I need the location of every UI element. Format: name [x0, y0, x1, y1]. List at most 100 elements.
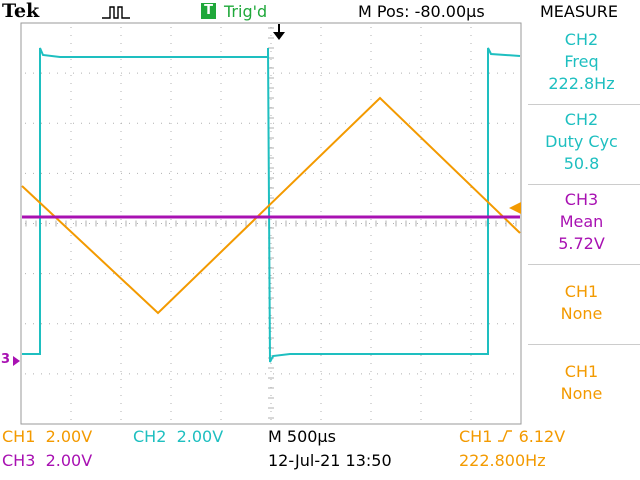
grid-dot	[297, 223, 298, 224]
grid-dot	[113, 373, 114, 375]
measurement-slot-4[interactable]: CH1 None	[523, 281, 640, 325]
grid-dot	[121, 273, 122, 275]
grid-dot	[270, 171, 272, 172]
grid-dot	[385, 373, 386, 375]
grid-dot	[320, 267, 322, 268]
grid-dot	[337, 323, 338, 325]
ch3-ground-marker: 3	[1, 352, 11, 367]
measurement-slot-1[interactable]: CH2 Freq 222.8Hz	[523, 29, 640, 95]
grid-dot	[129, 273, 130, 275]
grid-dot	[417, 373, 418, 375]
grid-dot	[320, 307, 322, 308]
grid-dot	[220, 91, 222, 92]
grid-dot	[73, 122, 74, 124]
grid-dot	[489, 273, 490, 275]
grid-dot	[241, 223, 242, 224]
grid-dot	[481, 323, 482, 325]
grid-dot	[320, 291, 322, 292]
grid-dot	[120, 187, 122, 188]
grid-dot	[120, 27, 122, 28]
grid-dot	[220, 163, 222, 164]
grid-dot	[470, 291, 472, 292]
ch2-scale-value: 2.00V	[176, 427, 224, 446]
grid-dot	[270, 283, 272, 284]
grid-dot	[70, 91, 72, 92]
grid-dot	[129, 172, 130, 174]
grid-dot	[49, 273, 50, 275]
grid-dot	[370, 339, 372, 340]
grid-dot	[170, 35, 172, 36]
grid-dot	[505, 172, 506, 174]
grid-dot	[257, 373, 258, 375]
grid-dot	[25, 323, 26, 325]
grid-dot	[465, 373, 466, 375]
measurement-slot-2[interactable]: CH2 Duty Cyc 50.8	[523, 109, 640, 175]
grid-dot	[370, 123, 372, 124]
grid-dot	[169, 273, 170, 275]
grid-dot	[70, 411, 72, 412]
grid-dot	[320, 219, 322, 220]
grid-dot	[65, 172, 66, 174]
grid-dot	[513, 323, 514, 325]
grid-dot	[370, 315, 372, 316]
grid-dot	[270, 35, 272, 36]
grid-dot	[497, 122, 498, 124]
grid-dot	[120, 251, 122, 252]
grid-dot	[329, 172, 330, 174]
grid-dot	[270, 235, 272, 236]
grid-dot	[170, 67, 172, 68]
grid-dot	[129, 122, 130, 124]
grid-dot	[489, 172, 490, 174]
grid-dot	[513, 273, 514, 275]
grid-dot	[70, 51, 72, 52]
grid-dot	[270, 59, 272, 60]
grid-dot	[370, 35, 372, 36]
grid-dot	[161, 223, 162, 224]
grid-dot	[113, 223, 114, 224]
grid-dot	[370, 83, 372, 84]
grid-dot	[81, 223, 82, 224]
grid-dot	[420, 395, 422, 396]
grid-dot	[105, 273, 106, 275]
measurement-slot-5[interactable]: CH1 None	[523, 361, 640, 405]
grid-dot	[297, 122, 298, 124]
grid-dot	[33, 323, 34, 325]
grid-dot	[420, 147, 422, 148]
grid-dot	[97, 72, 98, 74]
grid-dot	[209, 373, 210, 375]
grid-dot	[153, 323, 154, 325]
grid-dot	[433, 122, 434, 124]
grid-dot	[120, 267, 122, 268]
grid-dot	[220, 339, 222, 340]
grid-dot	[209, 172, 210, 174]
grid-dot	[370, 235, 372, 236]
grid-dot	[289, 323, 290, 325]
grid-dot	[70, 379, 72, 380]
grid-dot	[257, 122, 258, 124]
measurement-slot-3[interactable]: CH3 Mean 5.72V	[523, 189, 640, 255]
grid-dot	[377, 273, 378, 275]
grid-dot	[233, 273, 234, 275]
grid-dot	[185, 72, 186, 74]
grid-dot	[265, 72, 266, 74]
grid-dot	[353, 223, 354, 224]
grid-dot	[81, 122, 82, 124]
grid-dot	[170, 379, 172, 380]
grid-dot	[470, 275, 472, 276]
grid-dot	[401, 373, 402, 375]
grid-dot	[70, 299, 72, 300]
grid-dot	[220, 171, 222, 172]
grid-dot	[473, 273, 474, 275]
grid-dot	[345, 273, 346, 275]
grid-dot	[49, 72, 50, 74]
grid-dot	[297, 72, 298, 74]
grid-dot	[70, 267, 72, 268]
grid-dot	[70, 179, 72, 180]
grid-dot	[370, 355, 372, 356]
grid-dot	[170, 275, 172, 276]
grid-dot	[273, 223, 274, 224]
grid-dot	[353, 172, 354, 174]
grid-dot	[370, 275, 372, 276]
grid-dot	[513, 172, 514, 174]
grid-dot	[145, 373, 146, 375]
